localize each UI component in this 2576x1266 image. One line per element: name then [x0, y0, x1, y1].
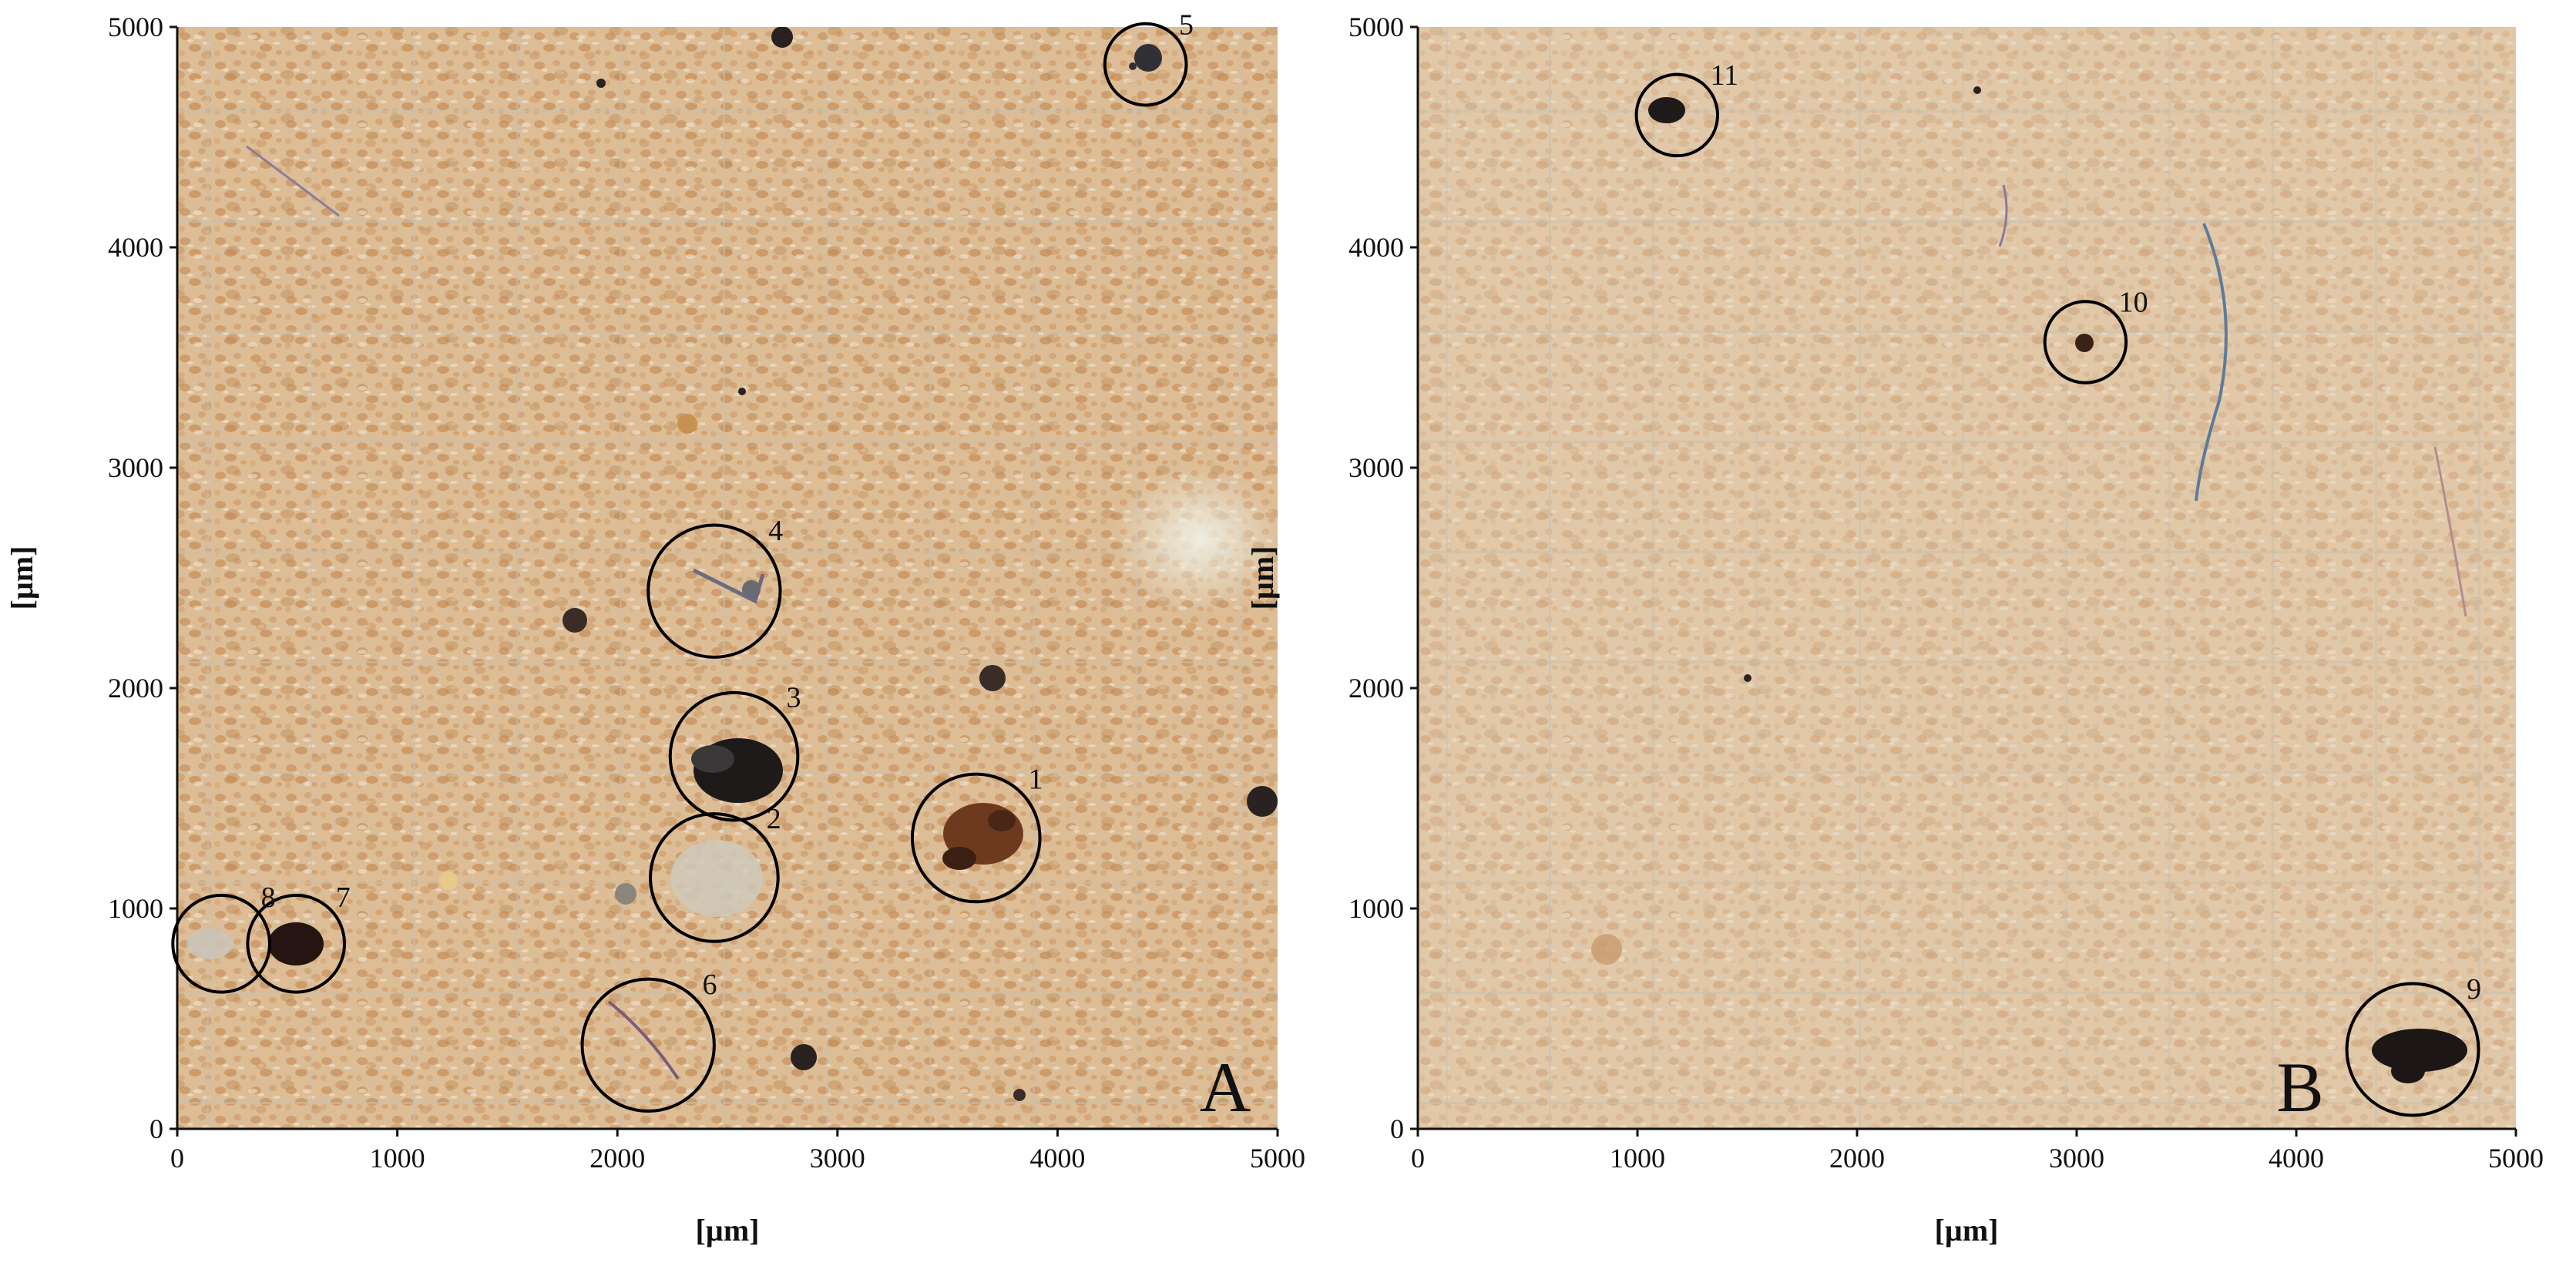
particle-number-9: 9 — [2467, 973, 2481, 1006]
particle-number-2: 2 — [767, 803, 781, 835]
y-tick-label: 2000 — [1348, 673, 1404, 704]
x-tick-label: 2000 — [589, 1143, 645, 1174]
y-tick-label: 3000 — [1348, 452, 1404, 483]
y-tick-label: 0 — [1390, 1113, 1404, 1144]
particle-circle-8 — [171, 893, 271, 994]
y-tick-label: 1000 — [1348, 893, 1404, 924]
particle-b11 — [1648, 97, 1685, 123]
panel-b-x-axis-label: [µm] — [1934, 1213, 1998, 1248]
particle-circle-5 — [1103, 22, 1188, 107]
particle-a7 — [268, 922, 324, 965]
x-tick-label: 0 — [170, 1143, 184, 1174]
x-tick-label: 5000 — [1250, 1143, 1305, 1174]
panel-a-x-axis-label: [µm] — [695, 1213, 759, 1248]
y-tick-label: 1000 — [108, 893, 163, 924]
particle-number-10: 10 — [2119, 287, 2148, 319]
particle-circle-3 — [668, 690, 800, 822]
y-tick-label: 4000 — [108, 232, 163, 263]
particle-circle-11 — [1634, 72, 1720, 158]
panel-a-micrograph — [177, 27, 1278, 1129]
x-tick-label: 3000 — [810, 1143, 865, 1174]
particle-circle-4 — [647, 523, 782, 659]
x-tick-label: 1000 — [1610, 1143, 1665, 1174]
panel-a-y-axis-label: [µm] — [5, 546, 39, 609]
particle-circle-2 — [649, 812, 780, 943]
particle-number-7: 7 — [336, 881, 351, 914]
x-tick-label: 4000 — [2269, 1143, 2324, 1174]
particle-number-4: 4 — [768, 515, 783, 547]
particle-a6 — [607, 1000, 680, 1080]
particle-number-5: 5 — [1179, 8, 1194, 41]
particle-a3 — [691, 738, 783, 803]
particle-a4 — [692, 568, 765, 604]
y-tick-label: 5000 — [1348, 12, 1404, 42]
particle-a5 — [1129, 44, 1162, 72]
particle-number-6: 6 — [702, 969, 717, 1001]
y-tick-label: 2000 — [108, 673, 163, 704]
particle-number-1: 1 — [1029, 764, 1043, 796]
particle-circle-7 — [246, 893, 347, 994]
particle-number-8: 8 — [261, 881, 276, 914]
x-tick-label: 4000 — [1029, 1143, 1085, 1174]
x-tick-label: 5000 — [2488, 1143, 2544, 1174]
y-tick-label: 0 — [149, 1113, 163, 1144]
panel-a-label: A — [1200, 1048, 1251, 1127]
panel-b-micrograph — [1418, 27, 2516, 1129]
y-tick-label: 3000 — [108, 452, 163, 483]
panel-a: 0 1000 2000 3000 4000 5000 0 1000 2000 3000 4000 50… — [5, 8, 1305, 1248]
y-tick-label: 5000 — [108, 12, 163, 42]
x-tick-label: 2000 — [1829, 1143, 1885, 1174]
particle-circle-1 — [910, 772, 1042, 904]
particle-b9 — [2372, 1029, 2467, 1083]
particle-circle-6 — [580, 977, 716, 1113]
particle-circle-10 — [2043, 300, 2128, 385]
particle-a8 — [186, 929, 233, 959]
panel-b: 0 1000 2000 3000 4000 5000 0 1000 2000 3000 4000 50… — [1245, 12, 2544, 1248]
x-tick-label: 1000 — [370, 1143, 425, 1174]
particle-a1 — [942, 803, 1023, 870]
y-tick-label: 4000 — [1348, 232, 1404, 263]
particle-circle-9 — [2345, 982, 2480, 1117]
panel-b-label: B — [2276, 1048, 2323, 1127]
particle-number-3: 3 — [786, 682, 801, 714]
panel-b-y-axis-label: [µm] — [1245, 546, 1280, 609]
particle-b10 — [2075, 334, 2094, 352]
particle-number-11: 11 — [1711, 59, 1739, 92]
x-tick-label: 3000 — [2049, 1143, 2104, 1174]
x-tick-label: 0 — [1411, 1143, 1425, 1174]
particle-a2 — [670, 840, 763, 917]
